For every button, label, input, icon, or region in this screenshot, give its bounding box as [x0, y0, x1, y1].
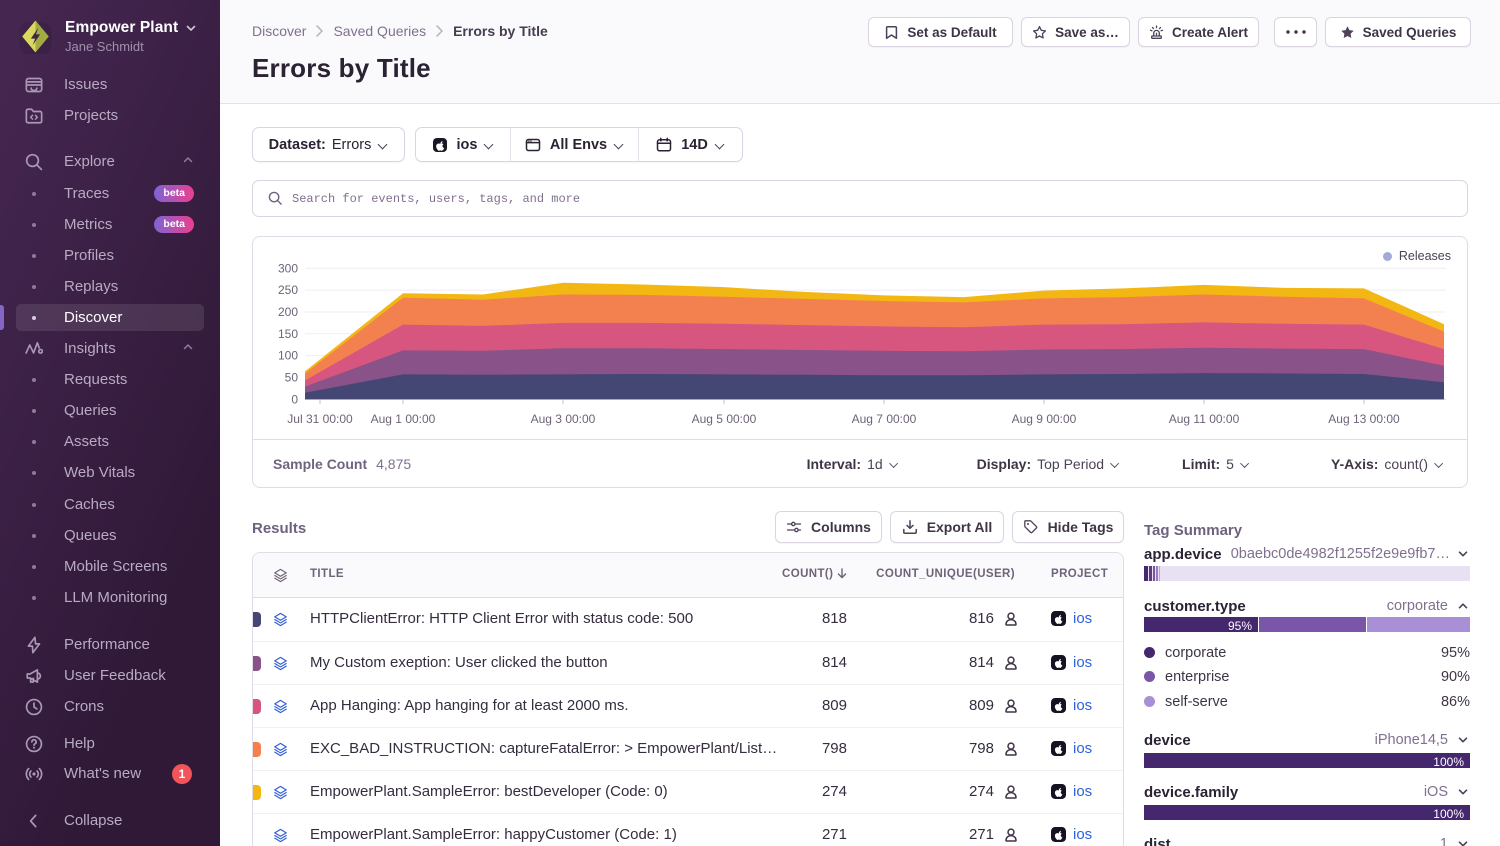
svg-text:Aug 3 00:00: Aug 3 00:00 — [531, 412, 596, 426]
svg-text:Aug 13 00:00: Aug 13 00:00 — [1328, 412, 1400, 426]
svg-text:100: 100 — [278, 349, 298, 363]
svg-text:150: 150 — [278, 327, 298, 341]
svg-text:Jul 31 00:00: Jul 31 00:00 — [287, 412, 353, 426]
svg-text:Aug 1 00:00: Aug 1 00:00 — [371, 412, 436, 426]
svg-text:250: 250 — [278, 283, 298, 297]
svg-text:Aug 7 00:00: Aug 7 00:00 — [852, 412, 917, 426]
svg-text:Aug 11 00:00: Aug 11 00:00 — [1169, 412, 1240, 426]
svg-text:50: 50 — [285, 371, 299, 385]
svg-text:200: 200 — [278, 305, 298, 319]
svg-text:300: 300 — [278, 261, 298, 275]
svg-text:0: 0 — [291, 392, 298, 406]
svg-text:Aug 5 00:00: Aug 5 00:00 — [692, 412, 757, 426]
svg-text:Aug 9 00:00: Aug 9 00:00 — [1012, 412, 1077, 426]
